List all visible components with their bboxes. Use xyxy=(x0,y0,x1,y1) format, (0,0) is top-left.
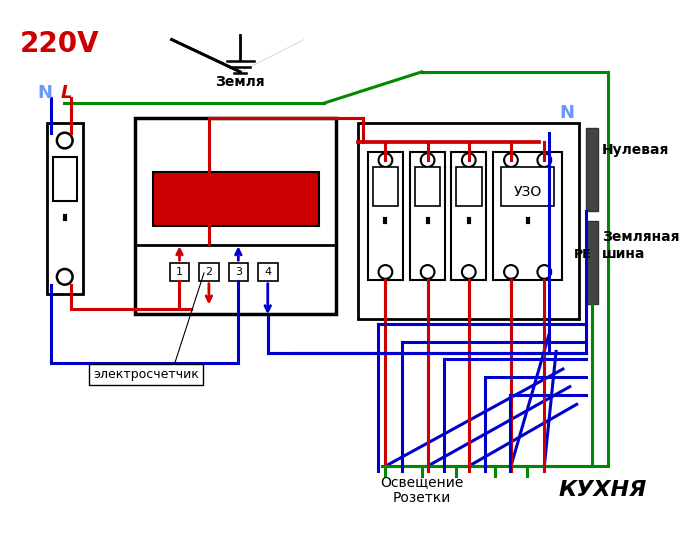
Circle shape xyxy=(462,265,475,279)
Text: 2: 2 xyxy=(205,267,213,277)
Circle shape xyxy=(537,153,551,167)
Circle shape xyxy=(504,265,518,279)
Text: Земля: Земля xyxy=(215,75,265,89)
Text: 220V: 220V xyxy=(19,30,99,58)
Circle shape xyxy=(57,269,72,285)
Bar xyxy=(358,123,579,319)
Circle shape xyxy=(379,153,392,167)
Text: N: N xyxy=(38,84,52,102)
Bar xyxy=(456,167,482,206)
Text: 1: 1 xyxy=(176,267,183,277)
Bar xyxy=(373,167,398,206)
Text: Земляная
шина: Земляная шина xyxy=(602,230,680,260)
Circle shape xyxy=(420,153,434,167)
Bar xyxy=(229,263,248,281)
Circle shape xyxy=(537,265,551,279)
Text: Нулевая: Нулевая xyxy=(602,143,669,157)
Text: электросчетчик: электросчетчик xyxy=(93,368,199,381)
Text: УЗО: УЗО xyxy=(514,186,542,200)
Bar xyxy=(170,263,189,281)
Text: N: N xyxy=(559,104,574,122)
Text: 3: 3 xyxy=(235,267,242,277)
Bar xyxy=(47,123,83,294)
Circle shape xyxy=(57,133,72,148)
Circle shape xyxy=(462,153,475,167)
Text: L: L xyxy=(60,84,72,102)
Text: PE: PE xyxy=(574,248,591,261)
Bar xyxy=(501,167,554,206)
Bar xyxy=(199,263,219,281)
Bar xyxy=(451,152,486,280)
Text: КУХНЯ: КУХНЯ xyxy=(559,479,647,500)
Bar xyxy=(587,221,598,305)
Bar xyxy=(587,128,598,211)
Bar xyxy=(136,118,336,314)
Bar xyxy=(53,157,77,201)
Text: Освещение
Розетки: Освещение Розетки xyxy=(380,475,464,505)
Circle shape xyxy=(379,265,392,279)
Bar xyxy=(153,172,319,226)
Bar xyxy=(410,152,445,280)
Circle shape xyxy=(420,265,434,279)
Bar xyxy=(368,152,403,280)
Circle shape xyxy=(504,153,518,167)
Text: 4: 4 xyxy=(264,267,271,277)
Bar xyxy=(258,263,277,281)
Bar xyxy=(493,152,562,280)
Bar xyxy=(415,167,441,206)
